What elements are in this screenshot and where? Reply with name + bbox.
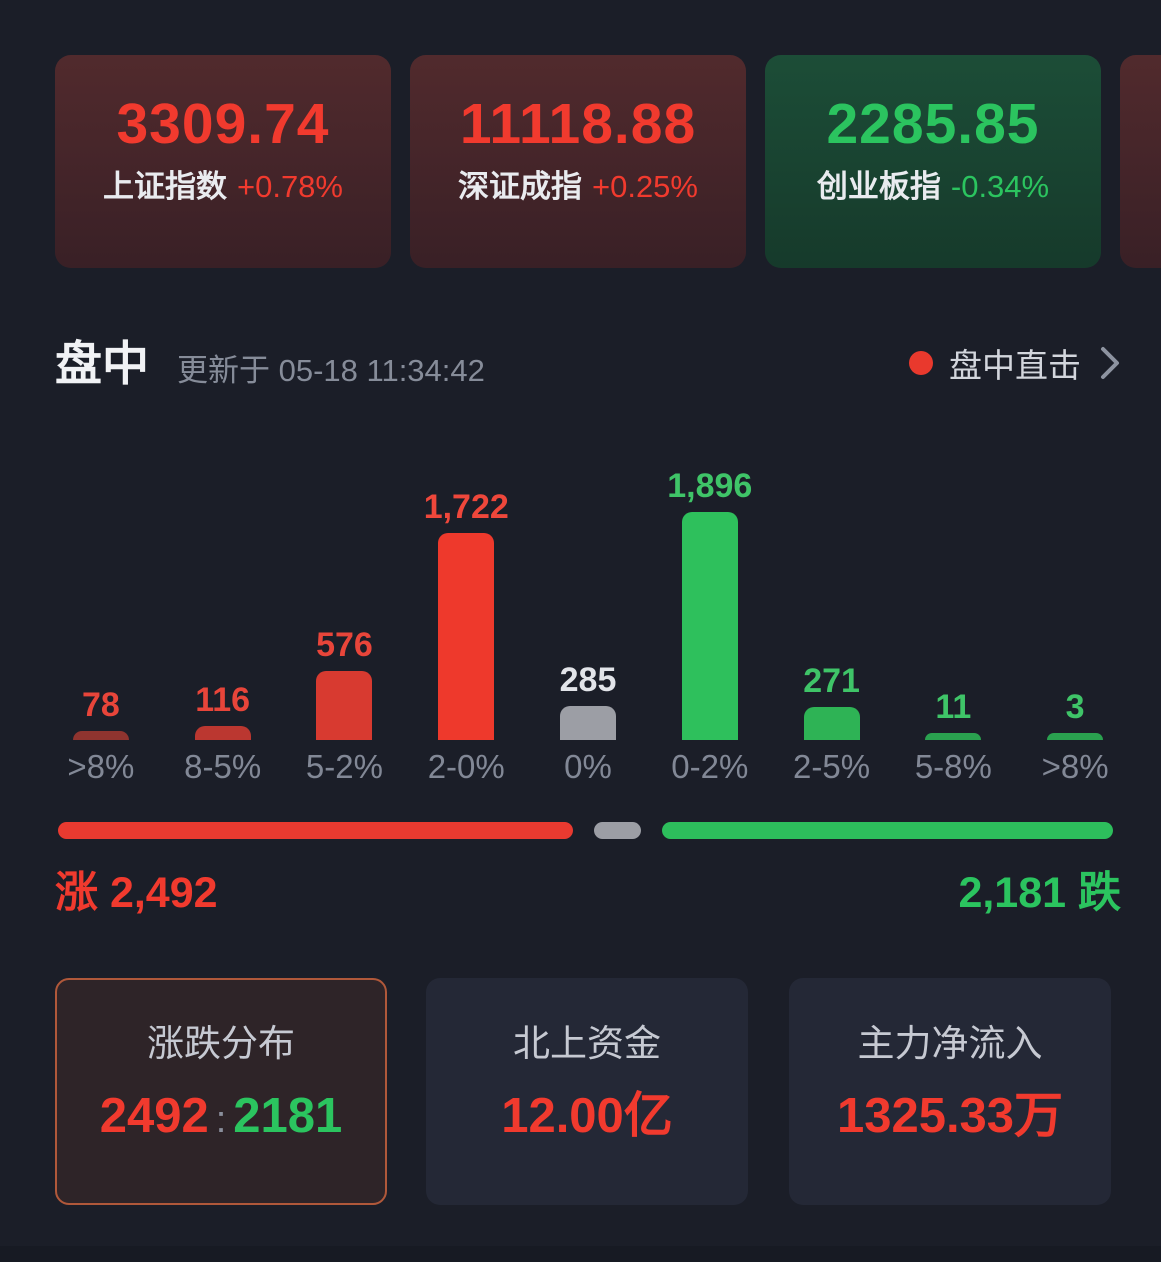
category-label: >8% bbox=[1041, 748, 1109, 785]
bar-value-label: 285 bbox=[559, 661, 617, 699]
bar bbox=[1047, 733, 1104, 740]
distribution-down-value: 2181 bbox=[233, 1088, 343, 1143]
bar bbox=[681, 512, 738, 740]
summary-cards-row: 涨跌分布 2492 : 2181 北上资金 12.00亿 主力净流入 1325.… bbox=[55, 978, 1111, 1205]
chevron-right-icon bbox=[1101, 347, 1119, 379]
bar-value-label: 3 bbox=[1065, 688, 1085, 726]
index-value: 2285.85 bbox=[826, 91, 1040, 156]
live-link[interactable]: 盘中直击 bbox=[909, 339, 1121, 387]
index-name: 深证成指 bbox=[457, 168, 582, 204]
bar-value-label: 271 bbox=[803, 662, 860, 700]
bar-value-label: 1,896 bbox=[667, 467, 753, 505]
live-dot-icon bbox=[909, 351, 933, 375]
bar bbox=[560, 706, 617, 740]
chart-category-axis: >8% 8-5% 5-2% 2-0% 0% 0-2% 2-5% 5-8% >8% bbox=[40, 750, 1136, 783]
advance-decline-bar bbox=[58, 822, 1113, 839]
summary-card-distribution[interactable]: 涨跌分布 2492 : 2181 bbox=[55, 978, 387, 1205]
advance-decline-labels: 涨 2,492 2,181 跌 bbox=[55, 868, 1121, 920]
category-label: 0% bbox=[564, 748, 612, 785]
index-cards-row: 3309.74 上证指数 +0.78% 11118.88 深证成指 +0.25%… bbox=[55, 55, 1161, 268]
live-link-label: 盘中直击 bbox=[949, 347, 1081, 384]
breadth-distribution-chart: 78 116 576 1,722 285 1,896 271 11 bbox=[40, 452, 1136, 740]
updated-timestamp: 更新于 05-18 11:34:42 bbox=[177, 352, 485, 388]
bar bbox=[803, 707, 860, 740]
unchanged-segment bbox=[594, 822, 642, 839]
chart-column: 285 bbox=[527, 452, 649, 740]
index-name: 创业板指 bbox=[816, 168, 941, 204]
bar-value-label: 11 bbox=[935, 688, 972, 726]
index-change: +0.78% bbox=[236, 168, 343, 204]
category-label: >8% bbox=[67, 748, 135, 785]
northbound-value: 12.00亿 bbox=[501, 1088, 673, 1143]
chart-column: 271 bbox=[771, 452, 893, 740]
chart-column: 576 bbox=[284, 452, 406, 740]
index-change: +0.25% bbox=[591, 168, 698, 204]
category-label: 5-8% bbox=[914, 748, 992, 785]
summary-card-main-inflow[interactable]: 主力净流入 1325.33万 bbox=[789, 978, 1111, 1205]
category-label: 2-5% bbox=[793, 748, 871, 785]
summary-card-title: 北上资金 bbox=[513, 1022, 661, 1064]
index-value: 11118.88 bbox=[459, 91, 697, 156]
chart-column: 1,722 bbox=[405, 452, 527, 740]
category-label: 5-2% bbox=[305, 748, 383, 785]
index-card-partial[interactable] bbox=[1120, 55, 1161, 268]
bottom-edge-strip bbox=[0, 1246, 1161, 1262]
bar bbox=[316, 671, 373, 740]
category-label: 0-2% bbox=[671, 748, 749, 785]
index-name: 上证指数 bbox=[102, 168, 227, 204]
main-inflow-value: 1325.33万 bbox=[836, 1088, 1064, 1143]
index-card-chinext[interactable]: 2285.85 创业板指 -0.34% bbox=[765, 55, 1101, 268]
summary-card-title: 主力净流入 bbox=[857, 1022, 1043, 1064]
summary-card-title: 涨跌分布 bbox=[147, 1022, 295, 1064]
advancers-count: 涨 2,492 bbox=[55, 869, 218, 917]
section-title: 盘中 bbox=[55, 336, 149, 390]
chart-column: 11 bbox=[892, 452, 1014, 740]
chart-column: 116 bbox=[162, 452, 284, 740]
bar-value-label: 1,722 bbox=[423, 488, 509, 526]
chart-column: 78 bbox=[40, 452, 162, 740]
advancers-segment bbox=[58, 822, 574, 839]
chart-column: 3 bbox=[1014, 452, 1136, 740]
summary-card-northbound[interactable]: 北上资金 12.00亿 bbox=[426, 978, 748, 1205]
distribution-up-value: 2492 bbox=[99, 1088, 209, 1143]
bar-value-label: 576 bbox=[316, 626, 373, 664]
category-label: 2-0% bbox=[427, 748, 505, 785]
decliners-segment bbox=[662, 822, 1113, 839]
index-card-shanghai[interactable]: 3309.74 上证指数 +0.78% bbox=[55, 55, 391, 268]
bar bbox=[72, 731, 129, 740]
index-card-shenzhen[interactable]: 11118.88 深证成指 +0.25% bbox=[410, 55, 746, 268]
category-label: 8-5% bbox=[184, 748, 262, 785]
bar-value-label: 116 bbox=[195, 681, 251, 719]
bar bbox=[438, 533, 495, 740]
decliners-count: 2,181 跌 bbox=[958, 869, 1121, 917]
section-header: 盘中 更新于 05-18 11:34:42 盘中直击 bbox=[55, 330, 1121, 396]
bar-value-label: 78 bbox=[81, 686, 120, 724]
index-value: 3309.74 bbox=[116, 91, 330, 156]
bar bbox=[194, 726, 251, 740]
chart-column: 1,896 bbox=[649, 452, 771, 740]
index-change: -0.34% bbox=[950, 168, 1050, 204]
bar bbox=[925, 733, 982, 740]
distribution-separator: : bbox=[215, 1098, 227, 1141]
